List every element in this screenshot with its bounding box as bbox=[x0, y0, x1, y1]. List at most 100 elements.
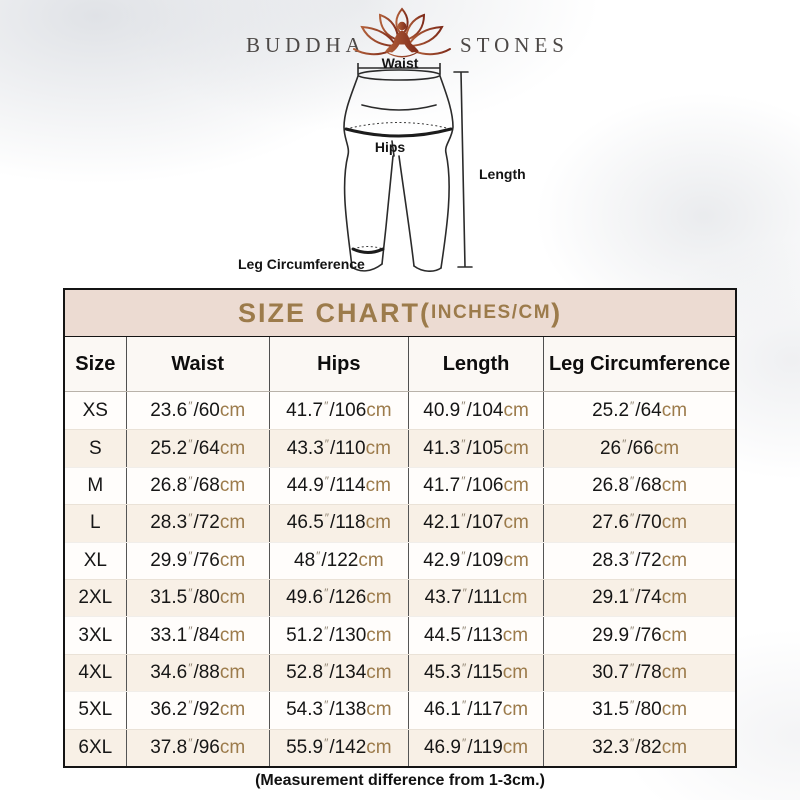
cell-waist: 23.6 ″/60 cm bbox=[127, 392, 270, 430]
cell-length: 42.1 ″/107 cm bbox=[409, 505, 545, 542]
cm-unit: cm bbox=[503, 474, 529, 496]
cm-unit: cm bbox=[366, 661, 392, 683]
table-body: XS 23.6 ″/60 cm 41.7 ″/106 cm 40.9 ″/104 cm 25.2 ″ /… bbox=[65, 392, 735, 766]
cell-length: 43.7 ″/111 cm bbox=[409, 580, 545, 617]
cell-hips: 55.9 ″/142 cm bbox=[270, 729, 409, 766]
cm-unit: cm bbox=[661, 399, 688, 421]
cm-unit: cm bbox=[219, 549, 246, 571]
inch-mark: ″ bbox=[324, 660, 329, 675]
inch-mark: ″ bbox=[188, 548, 193, 563]
cm-unit: cm bbox=[503, 399, 529, 421]
inch-mark: ″ bbox=[461, 735, 467, 750]
cell-leg: 29.1 ″/74 cm bbox=[592, 586, 688, 609]
cm-unit: cm bbox=[503, 549, 529, 571]
cm-unit: cm bbox=[502, 624, 529, 646]
column-header-length: Length bbox=[408, 337, 545, 391]
cell-leg: 27.6 ″/70 cm bbox=[592, 511, 688, 534]
cm-unit: cm bbox=[503, 512, 529, 534]
table-row: XL 29.9 ″/76 cm 48 ″/122 cm 42.9 ″/109 cm 28.3 ″/72… bbox=[65, 541, 735, 579]
inch-mark: ″ bbox=[188, 660, 193, 675]
cell-length: 46.1 ″/117 cm bbox=[409, 692, 545, 729]
cm-unit: cm bbox=[653, 437, 680, 459]
inch-mark: ″ bbox=[461, 436, 466, 451]
inch-mark: ″ bbox=[316, 548, 321, 563]
cell-size: 2XL bbox=[65, 580, 127, 617]
cm-unit: cm bbox=[366, 587, 392, 609]
inch-mark: ″ bbox=[461, 511, 466, 526]
inch-mark: ″ bbox=[630, 548, 635, 563]
inch-mark: ″ bbox=[461, 698, 467, 713]
inch-mark: ″ bbox=[461, 398, 466, 413]
table-row: 4XL 34.6 ″/88 cm 52.8 ″/134 cm 45.3 ″/115 cm 30.7 ″… bbox=[65, 653, 735, 692]
inch-mark: ″ bbox=[188, 398, 193, 413]
inch-mark: ″ bbox=[188, 473, 193, 488]
inch-mark: ″ bbox=[630, 698, 635, 713]
table-row: 3XL 33.1 ″/84 cm 51.2 ″/130 cm 44.5 ″/113 cm 29.9 ″… bbox=[65, 616, 735, 654]
inch-mark: ″ bbox=[622, 436, 627, 451]
cell-size: 5XL bbox=[65, 692, 127, 729]
size-chart-title: SIZE CHART( INCHES/CM ) bbox=[65, 290, 735, 337]
table-row: 6XL 37.8 ″/96 cm 55.9 ″/142 cm 46.9 ″/119 cm 32.3 ″… bbox=[65, 728, 735, 766]
cm-unit: cm bbox=[365, 512, 391, 534]
inch-mark: ″ bbox=[188, 436, 193, 451]
cm-unit: cm bbox=[365, 474, 391, 496]
inch-mark: ″ bbox=[188, 698, 193, 713]
title-close: ) bbox=[551, 297, 563, 328]
cell-leg: 30.7 ″/78 cm bbox=[592, 660, 688, 683]
inch-mark: ″ bbox=[324, 436, 330, 451]
cell-size: M bbox=[65, 467, 127, 505]
inch-mark: ″ bbox=[324, 511, 330, 526]
cell-size: S bbox=[65, 430, 127, 467]
cell-hips: 43.3 ″/110 cm bbox=[270, 430, 409, 467]
cell-waist: 26.8 ″/68 cm bbox=[127, 467, 270, 505]
cm-unit: cm bbox=[219, 736, 246, 758]
cm-unit: cm bbox=[219, 399, 246, 421]
cell-length: 40.9 ″/104 cm bbox=[409, 392, 545, 430]
inch-mark: ″ bbox=[324, 398, 329, 413]
cell-leg: 29.9 ″/76 cm bbox=[592, 623, 688, 646]
cell-leg: 32.3 ″/82 cm bbox=[592, 735, 688, 758]
cm-unit: cm bbox=[661, 624, 688, 646]
inch-mark: ″ bbox=[461, 548, 466, 563]
cm-unit: cm bbox=[219, 587, 246, 609]
inch-mark: ″ bbox=[630, 398, 635, 413]
cell-waist: 31.5 ″/80 cm bbox=[127, 580, 270, 617]
cm-unit: cm bbox=[502, 661, 529, 683]
cm-unit: cm bbox=[219, 661, 246, 683]
diagram-label-waist: Waist bbox=[381, 55, 419, 71]
diagram-label-hips: Hips bbox=[374, 139, 406, 155]
cell-size: 3XL bbox=[65, 617, 127, 654]
cell-size: L bbox=[65, 505, 127, 542]
cell-waist: 33.1 ″/84 cm bbox=[127, 617, 270, 654]
cm-unit: cm bbox=[366, 736, 392, 758]
column-header-hips: Hips bbox=[269, 337, 409, 391]
table-row: L 28.3 ″/72 cm 46.5 ″/118 cm 42.1 ″/107 cm 27.6 ″/7… bbox=[65, 504, 735, 542]
inch-mark: ″ bbox=[630, 660, 635, 675]
title-main: SIZE CHART( bbox=[237, 297, 431, 328]
cell-leg: 25.2 ″/64 cm bbox=[592, 398, 688, 421]
cm-unit: cm bbox=[358, 549, 384, 571]
cell-length: 42.9 ″/109 cm bbox=[409, 542, 545, 579]
cell-waist: 37.8 ″/96 cm bbox=[127, 729, 270, 766]
inch-mark: ″ bbox=[324, 623, 329, 638]
cm-unit: cm bbox=[502, 736, 529, 758]
column-header-leg: Leg Circumference bbox=[544, 337, 735, 391]
cell-leg: 28.3 ″/72 cm bbox=[592, 548, 688, 571]
cell-length: 41.3 ″/105 cm bbox=[409, 430, 545, 467]
cell-length: 45.3 ″/115 cm bbox=[409, 654, 545, 692]
cell-waist: 28.3 ″/72 cm bbox=[127, 505, 270, 542]
cell-hips: 48 ″/122 cm bbox=[270, 542, 409, 579]
table-row: S 25.2 ″/64 cm 43.3 ″/110 cm 41.3 ″/105 cm 26 ″/66 c… bbox=[65, 429, 735, 467]
cell-hips: 41.7 ″/106 cm bbox=[270, 392, 409, 430]
cm-unit: cm bbox=[502, 699, 529, 721]
column-header-size: Size bbox=[65, 337, 127, 391]
inch-mark: ″ bbox=[188, 586, 193, 601]
cm-unit: cm bbox=[661, 474, 688, 496]
inch-mark: ″ bbox=[324, 735, 329, 750]
cell-hips: 46.5 ″/118 cm bbox=[270, 505, 409, 542]
inch-mark: ″ bbox=[462, 586, 467, 601]
table-row: 2XL 31.5 ″/80 cm 49.6 ″/126 cm 43.7 ″/111 cm 29.1 ″… bbox=[65, 579, 735, 617]
inch-mark: ″ bbox=[461, 623, 467, 638]
cell-hips: 44.9 ″/114 cm bbox=[270, 467, 409, 505]
